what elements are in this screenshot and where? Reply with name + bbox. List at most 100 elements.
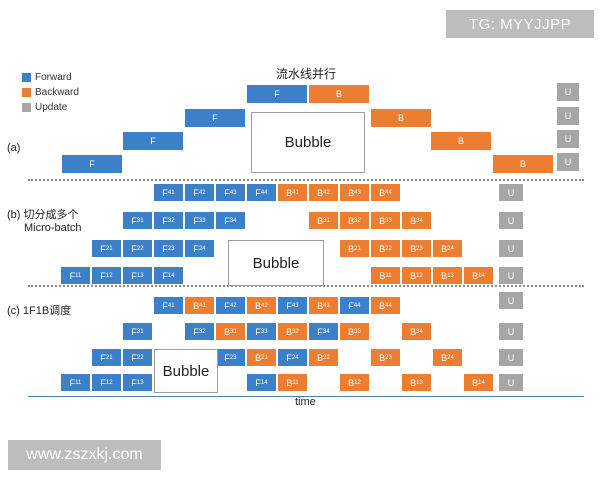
block-F24-letter: F (286, 352, 292, 363)
block-B32-letter: B (348, 215, 355, 226)
block-backward: B (371, 109, 431, 127)
block-F31-letter: F (131, 326, 137, 337)
block-F12-letter: F (100, 377, 106, 388)
block-B44-letter: B (379, 300, 386, 311)
block-F44-index: 44 (353, 302, 361, 309)
block-update: U (499, 212, 523, 229)
block-B24-letter: B (441, 352, 448, 363)
block-B23-index: 23 (416, 245, 423, 252)
block-F24: F 24 (278, 349, 307, 366)
block-F34-letter: F (317, 326, 323, 337)
block-F13: F 13 (123, 267, 152, 284)
block-B32-index: 32 (354, 217, 361, 224)
block-F33-index: 33 (260, 328, 268, 335)
block-B12: B 12 (340, 374, 369, 391)
diagram-title: 流水线并行 (276, 67, 337, 81)
block-B12-index: 12 (354, 379, 361, 386)
section-b-label-line2: Micro-batch (24, 222, 82, 234)
block-F24: F 24 (185, 240, 214, 257)
block-B33-letter: B (379, 215, 386, 226)
block-F24-index: 24 (291, 354, 299, 361)
block-B34: B 34 (402, 323, 431, 340)
block-F12: F 12 (92, 374, 121, 391)
block-F11-letter: F (69, 270, 76, 281)
block-F43-letter: F (224, 187, 230, 198)
block-B32: B 32 (340, 212, 369, 229)
block-B22-letter: B (379, 243, 386, 254)
block-F42: F 42 (216, 297, 245, 314)
block-B12: B 12 (402, 267, 431, 284)
block-B22-index: 22 (385, 245, 392, 252)
block-F13-letter: F (131, 270, 137, 281)
block-F34: F 34 (309, 323, 338, 340)
block-B13: B 13 (433, 267, 462, 284)
block-update: U (557, 83, 579, 101)
block-B42-letter: B (317, 187, 324, 198)
block-F42-letter: F (224, 300, 230, 311)
block-F33-index: 33 (198, 217, 206, 224)
block-B44: B 44 (371, 297, 400, 314)
block-F33-letter: F (255, 326, 261, 337)
block-B41: B 41 (185, 297, 214, 314)
block-B14: B 14 (464, 374, 493, 391)
block-F11: F 11 (61, 374, 90, 391)
block-F13-index: 13 (136, 272, 144, 279)
block-F32-letter: F (162, 215, 168, 226)
block-F22: F 22 (123, 240, 152, 257)
bubble-box-c: Bubble (154, 349, 218, 393)
block-B24-index: 24 (447, 245, 454, 252)
block-B11-letter: B (379, 270, 386, 281)
block-B42-index: 42 (261, 302, 268, 309)
block-B21-index: 21 (261, 354, 268, 361)
block-F23: F 23 (216, 349, 245, 366)
section-b-label-line1: (b) 切分成多个 (7, 209, 79, 221)
block-F21: F 21 (92, 349, 121, 366)
legend: Forward Backward Update (22, 70, 79, 115)
block-B41-index: 41 (292, 189, 299, 196)
block-F34: F 34 (216, 212, 245, 229)
block-update: U (499, 267, 523, 284)
block-F44-letter: F (255, 187, 261, 198)
block-backward: B (431, 132, 491, 150)
block-F44-index: 44 (260, 189, 268, 196)
bubble-box-b: Bubble (228, 240, 324, 286)
block-B31: B 31 (309, 212, 338, 229)
block-F41-index: 41 (167, 302, 175, 309)
block-B23: B 23 (371, 349, 400, 366)
block-F32: F 32 (154, 212, 183, 229)
block-forward: F (247, 85, 307, 103)
block-update: U (499, 240, 523, 257)
block-update: U (557, 130, 579, 148)
block-B32-letter: B (286, 326, 293, 337)
block-F34-index: 34 (229, 217, 237, 224)
block-F42-index: 42 (198, 189, 206, 196)
block-B44-letter: B (379, 187, 386, 198)
block-F31-letter: F (131, 215, 137, 226)
block-update: U (499, 292, 523, 309)
block-F24-index: 24 (198, 245, 206, 252)
block-B33: B 33 (371, 212, 400, 229)
block-B43-letter: B (317, 300, 324, 311)
section-c-label: (c) 1F1B调度 (7, 305, 72, 317)
block-B24: B 24 (433, 349, 462, 366)
block-B11-index: 11 (292, 379, 299, 386)
block-F21-index: 21 (105, 354, 113, 361)
block-B34-index: 34 (416, 217, 423, 224)
block-B14-index: 14 (478, 379, 485, 386)
block-B31: B 31 (216, 323, 245, 340)
block-F11: F 11 (61, 267, 90, 284)
block-F41: F 41 (154, 297, 183, 314)
block-F14-letter: F (162, 270, 168, 281)
block-F23-index: 23 (167, 245, 175, 252)
block-F42: F 42 (185, 184, 214, 201)
block-F22-letter: F (131, 352, 137, 363)
block-F34-index: 34 (322, 328, 330, 335)
block-B43-index: 43 (323, 302, 330, 309)
block-F22-letter: F (131, 243, 137, 254)
block-B41-index: 41 (199, 302, 206, 309)
forward-swatch (22, 73, 31, 82)
block-B31-letter: B (224, 326, 231, 337)
section-divider-ab (28, 179, 584, 181)
block-B23-letter: B (379, 352, 386, 363)
backward-swatch (22, 88, 31, 97)
